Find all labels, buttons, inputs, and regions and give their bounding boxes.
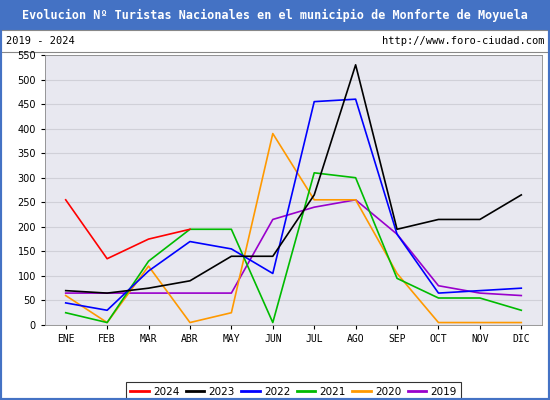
Legend: 2024, 2023, 2022, 2021, 2020, 2019: 2024, 2023, 2022, 2021, 2020, 2019 xyxy=(126,382,461,400)
Text: 2019 - 2024: 2019 - 2024 xyxy=(6,36,74,46)
Text: Evolucion Nº Turistas Nacionales en el municipio de Monforte de Moyuela: Evolucion Nº Turistas Nacionales en el m… xyxy=(22,8,528,22)
Text: http://www.foro-ciudad.com: http://www.foro-ciudad.com xyxy=(382,36,544,46)
